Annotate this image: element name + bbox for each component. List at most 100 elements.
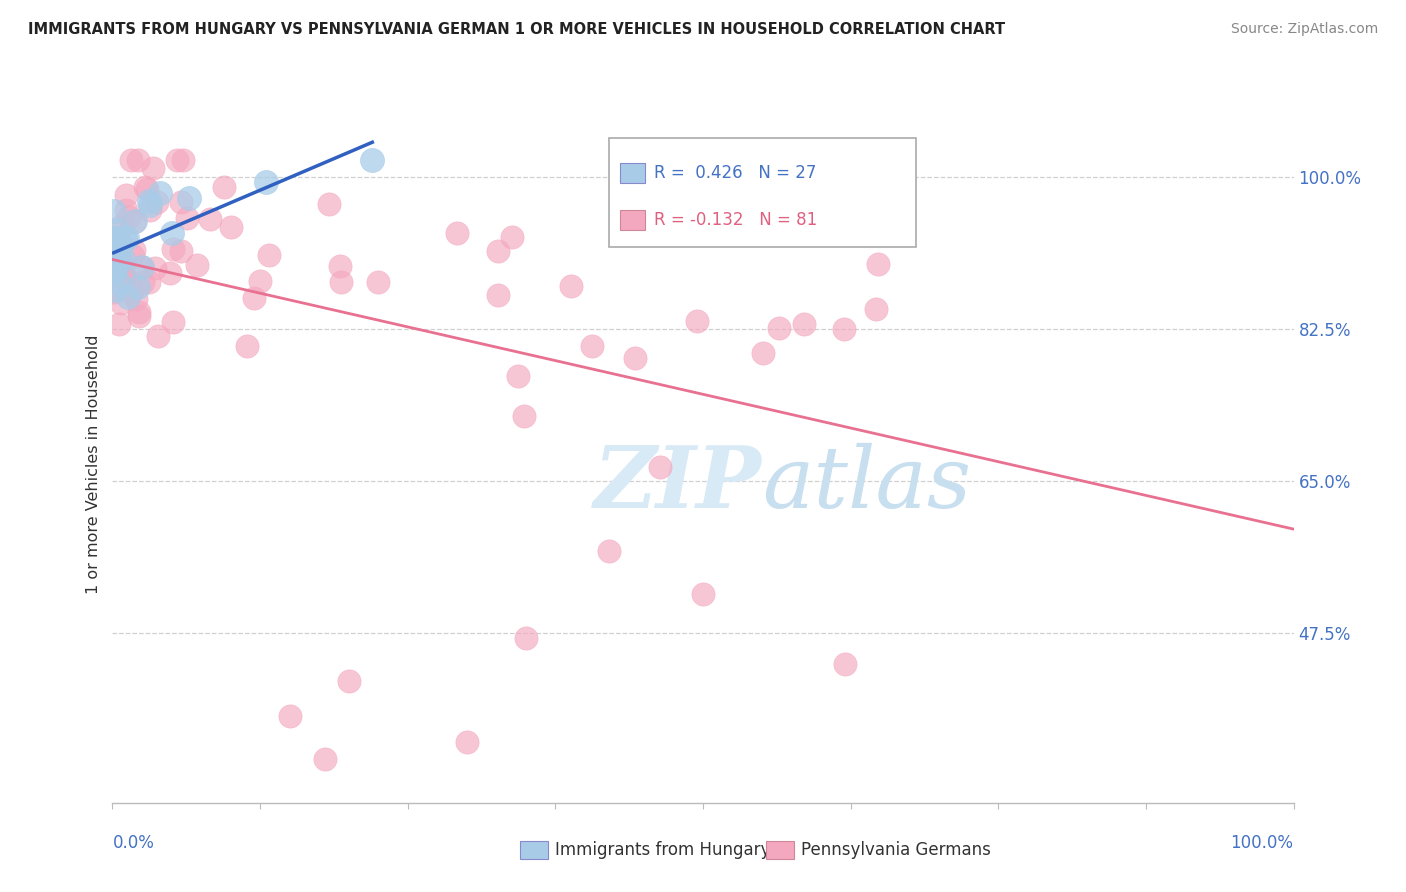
Text: atlas: atlas	[762, 442, 972, 525]
Point	[104, 248, 127, 262]
Point	[249, 274, 271, 288]
Point	[515, 631, 537, 645]
Point	[235, 338, 257, 352]
Point	[108, 317, 131, 331]
Point	[104, 248, 127, 262]
Point	[166, 153, 188, 167]
Point	[254, 175, 277, 189]
Point	[134, 179, 156, 194]
Point	[105, 223, 128, 237]
Point	[131, 260, 153, 274]
Point	[146, 195, 169, 210]
Point	[623, 351, 645, 365]
Point	[124, 213, 146, 227]
Point	[832, 322, 855, 336]
Point	[117, 290, 139, 304]
Point	[139, 197, 162, 211]
Point	[486, 288, 509, 302]
Point	[162, 315, 184, 329]
Point	[219, 220, 242, 235]
Point	[598, 543, 620, 558]
Point	[278, 709, 301, 723]
Point	[107, 231, 129, 245]
Point	[318, 197, 340, 211]
Point	[132, 275, 155, 289]
Point	[146, 328, 169, 343]
Point	[868, 256, 890, 270]
Text: Immigrants from Hungary: Immigrants from Hungary	[555, 841, 770, 859]
Point	[329, 259, 352, 273]
Point	[112, 267, 135, 281]
Point	[793, 318, 815, 332]
Point	[159, 266, 181, 280]
Point	[131, 260, 153, 274]
Point	[179, 191, 201, 205]
Point	[104, 266, 127, 280]
Point	[259, 247, 281, 261]
Point	[160, 226, 183, 240]
Point	[865, 302, 887, 317]
Point	[143, 260, 166, 275]
Point	[128, 309, 150, 323]
Point	[314, 752, 336, 766]
Point	[103, 262, 125, 277]
Point	[138, 275, 160, 289]
Point	[112, 252, 135, 266]
Y-axis label: 1 or more Vehicles in Household: 1 or more Vehicles in Household	[86, 334, 101, 593]
Point	[834, 657, 856, 671]
Point	[103, 285, 125, 300]
Text: IMMIGRANTS FROM HUNGARY VS PENNSYLVANIA GERMAN 1 OR MORE VEHICLES IN HOUSEHOLD C: IMMIGRANTS FROM HUNGARY VS PENNSYLVANIA …	[28, 22, 1005, 37]
Point	[103, 231, 125, 245]
Text: Pennsylvania Germans: Pennsylvania Germans	[801, 841, 991, 859]
Point	[169, 195, 191, 210]
Point	[581, 339, 603, 353]
Text: R =  0.426   N = 27: R = 0.426 N = 27	[654, 164, 815, 182]
Text: 100.0%: 100.0%	[1230, 834, 1294, 852]
Point	[114, 188, 136, 202]
Point	[172, 153, 194, 167]
Point	[103, 203, 125, 218]
Point	[136, 181, 159, 195]
Point	[176, 211, 198, 225]
Point	[501, 230, 523, 244]
Point	[142, 161, 165, 176]
Point	[212, 180, 235, 194]
Point	[127, 280, 149, 294]
Point	[242, 291, 264, 305]
Point	[128, 305, 150, 319]
Point	[198, 212, 221, 227]
Point	[486, 244, 509, 258]
Point	[768, 321, 790, 335]
Point	[107, 234, 129, 248]
Point	[692, 587, 714, 601]
Point	[686, 314, 709, 328]
Point	[112, 271, 135, 285]
Point	[104, 233, 127, 247]
Point	[114, 270, 136, 285]
Point	[122, 249, 145, 263]
Point	[127, 153, 149, 168]
Point	[108, 241, 131, 255]
Point	[121, 284, 143, 298]
Point	[104, 283, 127, 297]
Point	[104, 262, 127, 277]
Point	[162, 242, 184, 256]
Point	[337, 674, 360, 689]
Point	[108, 277, 131, 291]
Point	[361, 153, 384, 167]
Point	[139, 202, 162, 217]
Text: Source: ZipAtlas.com: Source: ZipAtlas.com	[1230, 22, 1378, 37]
Point	[367, 275, 389, 289]
Point	[446, 226, 468, 240]
Point	[115, 203, 138, 218]
Point	[149, 186, 172, 201]
Point	[122, 215, 145, 229]
Point	[138, 194, 160, 209]
Point	[122, 244, 145, 258]
Point	[508, 369, 530, 384]
Text: 0.0%: 0.0%	[112, 834, 155, 852]
Point	[170, 244, 193, 258]
Point	[329, 275, 352, 289]
Point	[110, 295, 132, 310]
Point	[456, 735, 478, 749]
